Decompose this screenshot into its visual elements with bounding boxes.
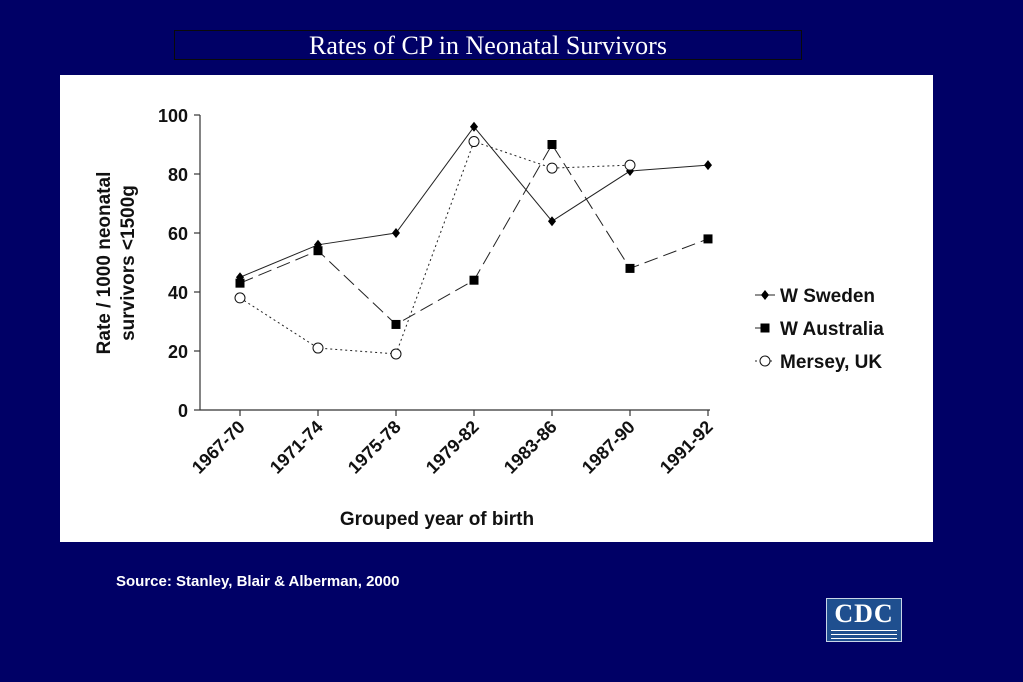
y-axis-label-line: survivors <1500g xyxy=(118,185,139,341)
y-tick-label: 0 xyxy=(178,401,188,421)
data-point xyxy=(313,246,323,256)
legend-label: Mersey, UK xyxy=(780,352,882,373)
y-axis-label: Rate / 1000 neonatal survivors <1500g xyxy=(94,172,139,355)
legend-label: W Sweden xyxy=(780,286,875,307)
series-w-australia xyxy=(235,140,713,329)
data-point xyxy=(235,278,245,288)
series-line xyxy=(239,143,709,326)
data-point xyxy=(468,136,480,148)
slide-title: Rates of CP in Neonatal Survivors xyxy=(174,30,802,60)
data-point xyxy=(704,160,712,171)
logo-stripe xyxy=(831,634,897,635)
logo-stripe xyxy=(831,630,897,631)
y-axis-label-line: Rate / 1000 neonatal xyxy=(94,172,115,355)
series-line xyxy=(239,140,631,355)
data-point xyxy=(546,162,558,174)
legend-marker xyxy=(759,355,771,367)
x-tick-label: 1975-78 xyxy=(344,417,405,478)
x-tick-label: 1967-70 xyxy=(188,417,249,478)
x-tick-label: 1991-92 xyxy=(656,417,717,478)
y-tick-label: 40 xyxy=(168,283,188,303)
x-tick-label: 1987-90 xyxy=(578,417,639,478)
data-point xyxy=(234,292,246,304)
source-citation: Source: Stanley, Blair & Alberman, 2000 xyxy=(116,573,400,590)
y-tick-label: 60 xyxy=(168,224,188,244)
legend-marker xyxy=(760,323,770,333)
legend-marker xyxy=(761,290,769,300)
y-axis-label-group: Rate / 1000 neonatal survivors <1500g xyxy=(94,172,139,355)
data-point xyxy=(470,121,478,132)
y-tick-label: 20 xyxy=(168,342,188,362)
data-point xyxy=(548,216,556,227)
data-point xyxy=(625,263,635,273)
y-axis-ticks: 0 20 40 60 80 100 xyxy=(158,106,200,421)
cdc-logo: CDC xyxy=(826,598,902,642)
y-tick-label: 80 xyxy=(168,165,188,185)
data-point xyxy=(391,319,401,329)
series-group xyxy=(234,121,713,360)
series-line xyxy=(239,125,709,278)
x-axis-ticks: 1967-70 1971-74 1975-78 1979-82 1983-86 1987-… xyxy=(188,410,717,478)
axes xyxy=(199,115,710,411)
data-point xyxy=(469,275,479,285)
data-point xyxy=(390,348,402,360)
line-chart: 0 20 40 60 80 100 1967-70 1971-74 1975-78 1979-8… xyxy=(94,106,884,530)
y-tick-label: 100 xyxy=(158,106,188,126)
data-point xyxy=(703,234,713,244)
x-tick-label: 1979-82 xyxy=(422,417,483,478)
chart-panel: 0 20 40 60 80 100 1967-70 1971-74 1975-78 1979-8… xyxy=(60,75,933,542)
legend: W Sweden W Australia Mersey, UK xyxy=(755,286,884,373)
legend-label: W Australia xyxy=(780,319,884,340)
x-axis-label: Grouped year of birth xyxy=(340,509,534,530)
data-point xyxy=(392,228,400,238)
series-mersey-uk xyxy=(234,136,636,360)
x-tick-label: 1983-86 xyxy=(500,417,561,478)
cdc-logo-letters: CDC xyxy=(834,599,894,628)
data-point xyxy=(624,159,636,171)
logo-stripe xyxy=(831,638,897,639)
data-point xyxy=(547,140,557,149)
data-point xyxy=(312,342,324,354)
x-tick-label: 1971-74 xyxy=(266,417,327,478)
